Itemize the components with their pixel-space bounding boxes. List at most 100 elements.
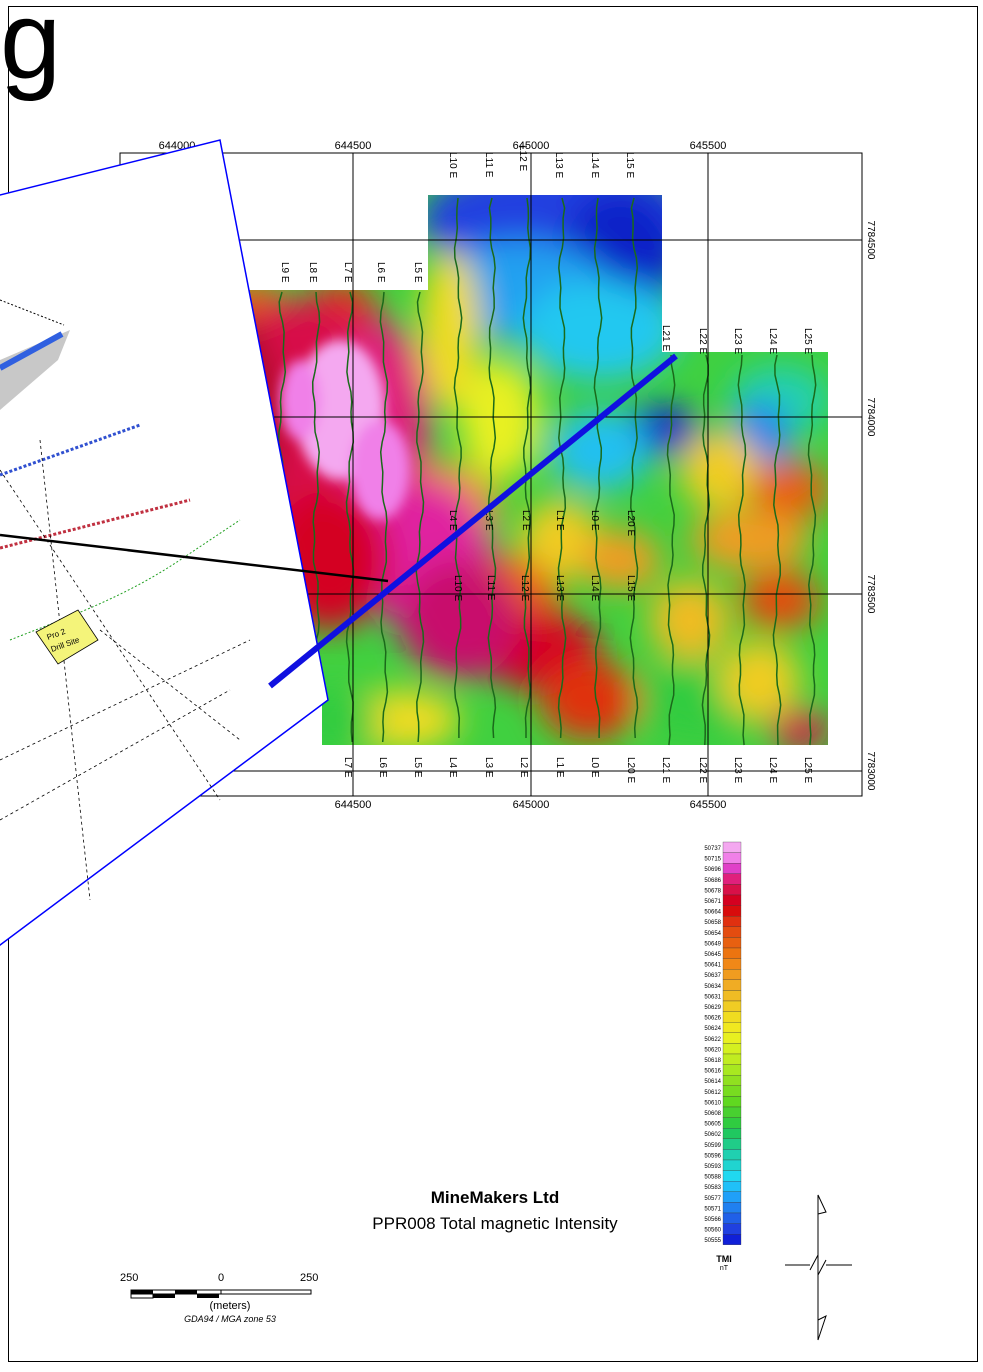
- legend-value: 50616: [704, 1069, 721, 1075]
- legend-swatch: [722, 979, 742, 991]
- legend-swatch: [722, 937, 742, 949]
- survey-line-label: L5 E: [412, 757, 423, 778]
- legend-value: 50596: [704, 1153, 721, 1159]
- survey-line: [557, 197, 567, 739]
- legend-swatch: [722, 969, 742, 980]
- legend-value: 50664: [704, 910, 721, 916]
- legend-swatch: [722, 863, 742, 874]
- legend-swatch: [722, 1106, 742, 1118]
- legend-value: 50593: [704, 1164, 721, 1170]
- header-glyph: g: [0, 0, 62, 102]
- survey-line-label: L21 E: [660, 325, 671, 351]
- easting-label: 645000: [513, 140, 550, 152]
- legend-swatch: [722, 1191, 742, 1203]
- legend-swatch: [722, 1000, 742, 1012]
- legend-value: 50599: [704, 1143, 721, 1149]
- northing-label: 7784500: [865, 221, 876, 260]
- scale-bar-graphic: [130, 1289, 312, 1299]
- inset-sheet: Pro 2 Drill Site: [0, 139, 389, 946]
- legend-value: 50608: [704, 1111, 721, 1117]
- legend-swatch: [722, 926, 742, 938]
- legend-value: 50631: [704, 994, 721, 1000]
- scale-middle: 0: [218, 1272, 225, 1284]
- easting-label: 644500: [335, 140, 372, 152]
- survey-line-label: L23 E: [732, 757, 743, 783]
- survey-line: [807, 354, 817, 746]
- survey-line: [737, 354, 747, 746]
- legend-value: 50645: [704, 952, 721, 958]
- legend-swatch: [722, 873, 742, 885]
- scale-datum: GDA94 / MGA zone 53: [184, 1314, 276, 1324]
- survey-line-label: L11 E: [483, 152, 494, 178]
- scale-left: 250: [120, 1272, 139, 1284]
- survey-line-label: L22 E: [697, 328, 708, 354]
- survey-line-label: L4 E: [447, 757, 458, 778]
- legend-value: 50641: [704, 963, 721, 969]
- legend-value: 50737: [704, 846, 721, 852]
- legend-value: 50605: [704, 1122, 721, 1128]
- survey-line-label: L2 E: [520, 510, 531, 531]
- easting-labels-bottom: 644500 645000 645500: [335, 799, 727, 811]
- survey-line-label: L3 E: [483, 757, 494, 778]
- scale-bar: 250 0 250 (meters) GDA94 / MGA zone 53: [120, 1272, 340, 1324]
- legend-swatch: [722, 884, 742, 896]
- survey-line-label: L12 E: [519, 575, 530, 601]
- legend-value: 50618: [704, 1058, 721, 1064]
- survey-line: [311, 291, 321, 693]
- legend-swatch: [722, 1096, 742, 1108]
- legend-value: 50620: [704, 1047, 721, 1053]
- survey-line-label: L20 E: [625, 510, 636, 536]
- legend-value: 50571: [704, 1206, 721, 1212]
- legend-swatch: [722, 1223, 742, 1235]
- survey-line-label: L15 E: [625, 575, 636, 601]
- scale-units: (meters): [209, 1300, 251, 1312]
- title-block: MineMakers Ltd PPR008 Total magnetic Int…: [320, 1188, 670, 1234]
- legend-value: 50602: [704, 1132, 721, 1138]
- legend-swatch: [722, 1085, 742, 1097]
- survey-line-label: L8 E: [307, 262, 318, 283]
- survey-line: [345, 291, 355, 743]
- survey-line-label: L6 E: [375, 262, 386, 283]
- survey-line-label: L22 E: [697, 757, 708, 783]
- easting-label: 645500: [690, 799, 727, 811]
- legend-swatch: [722, 1011, 742, 1023]
- survey-line-label: L25 E: [802, 328, 813, 354]
- legend-swatch: [722, 905, 742, 917]
- survey-line-label: L2 E: [518, 757, 529, 778]
- survey-line-label: L3 E: [483, 510, 494, 531]
- survey-line-label: L0 E: [589, 757, 600, 778]
- legend-swatch: [722, 1212, 742, 1224]
- legend-value: 50588: [704, 1175, 721, 1181]
- legend-value: 50649: [704, 941, 721, 947]
- legend-value: 50624: [704, 1026, 721, 1032]
- legend-swatch: [722, 894, 742, 906]
- survey-line-label: L10 E: [447, 152, 458, 178]
- legend-swatch: [722, 1053, 742, 1065]
- survey-line: [522, 197, 532, 738]
- survey-line-label: L15 E: [624, 152, 635, 178]
- legend-swatch: [722, 1117, 742, 1129]
- legend-value: 50634: [704, 984, 721, 990]
- survey-line-label: L1 E: [554, 510, 565, 531]
- legend-swatch: [722, 1138, 742, 1150]
- legend-value: 50566: [704, 1217, 721, 1223]
- survey-line-label: L14 E: [589, 575, 600, 601]
- northing-label: 7783500: [865, 575, 876, 614]
- company-name: MineMakers Ltd: [430, 1188, 560, 1207]
- legend-swatch: [722, 1181, 742, 1192]
- survey-line-label: L20 E: [625, 757, 636, 783]
- survey-line: [629, 197, 639, 739]
- legend-title: TMI: [716, 1254, 732, 1264]
- section-line: [268, 353, 678, 689]
- map-subtitle: PPR008 Total magnetic Intensity: [372, 1214, 618, 1233]
- scale-right: 250: [300, 1272, 319, 1284]
- survey-line-label: L1 E: [554, 757, 565, 778]
- survey-line-label: L23 E: [732, 328, 743, 354]
- survey-line-label: L0 E: [589, 510, 600, 531]
- survey-line-label: L13 E: [553, 152, 564, 178]
- legend-swatch: [722, 916, 742, 927]
- survey-line-label: L5 E: [412, 262, 423, 283]
- north-arrow-icon: [785, 1194, 852, 1341]
